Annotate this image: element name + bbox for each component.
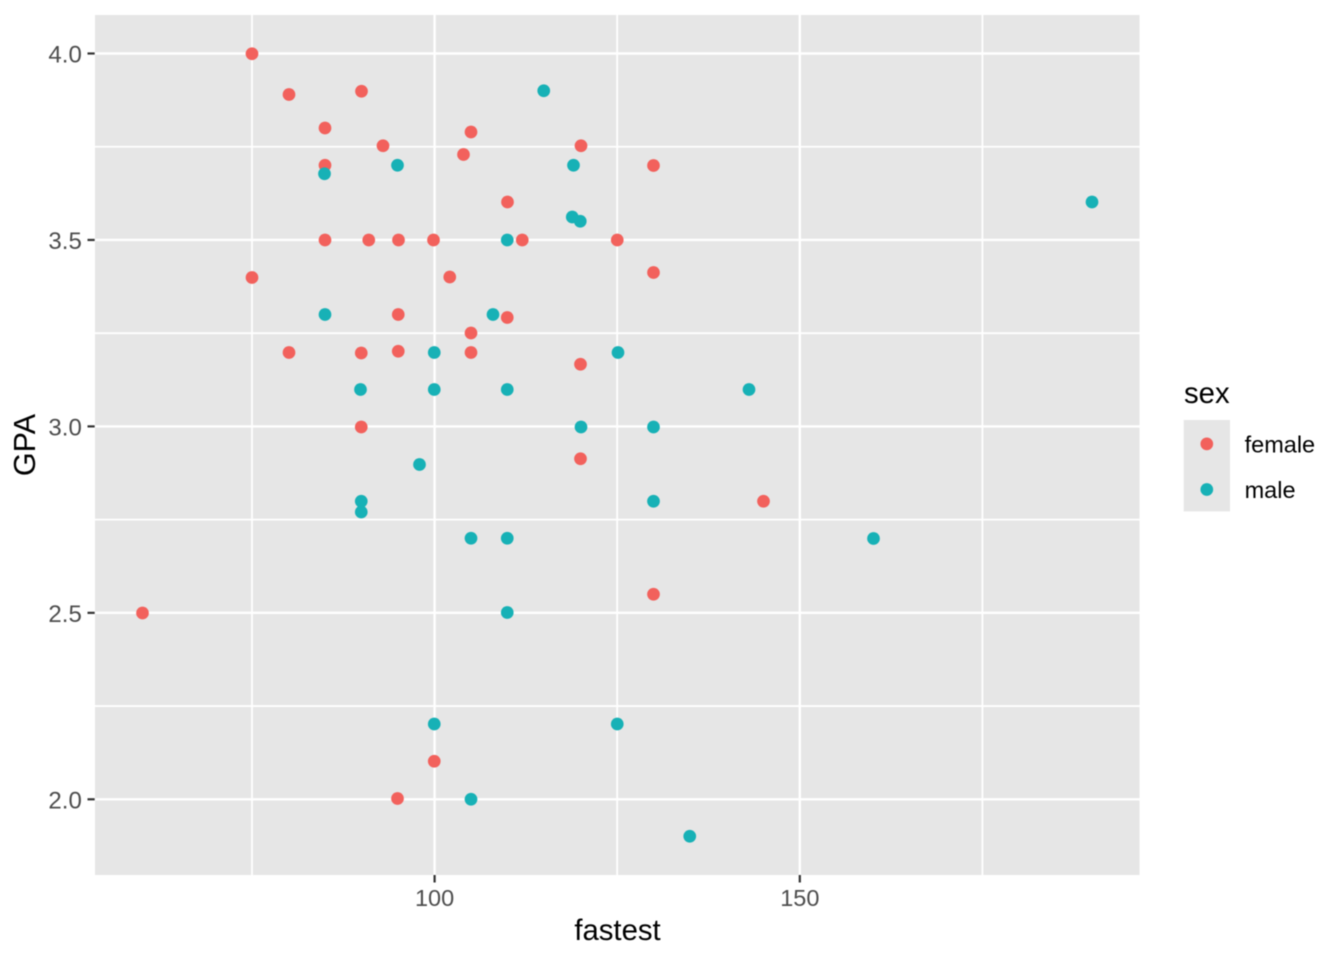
svg-text:sex: sex	[1184, 377, 1230, 410]
svg-text:150: 150	[780, 885, 819, 911]
svg-text:2.0: 2.0	[48, 788, 81, 815]
svg-text:100: 100	[415, 885, 454, 911]
svg-text:female: female	[1245, 431, 1316, 457]
svg-text:fastest: fastest	[574, 914, 660, 947]
svg-text:GPA: GPA	[8, 413, 42, 476]
svg-text:3.5: 3.5	[48, 228, 81, 255]
svg-text:4.0: 4.0	[48, 42, 81, 69]
svg-text:3.0: 3.0	[48, 415, 81, 442]
svg-text:male: male	[1245, 477, 1296, 503]
svg-text:2.5: 2.5	[48, 601, 81, 628]
